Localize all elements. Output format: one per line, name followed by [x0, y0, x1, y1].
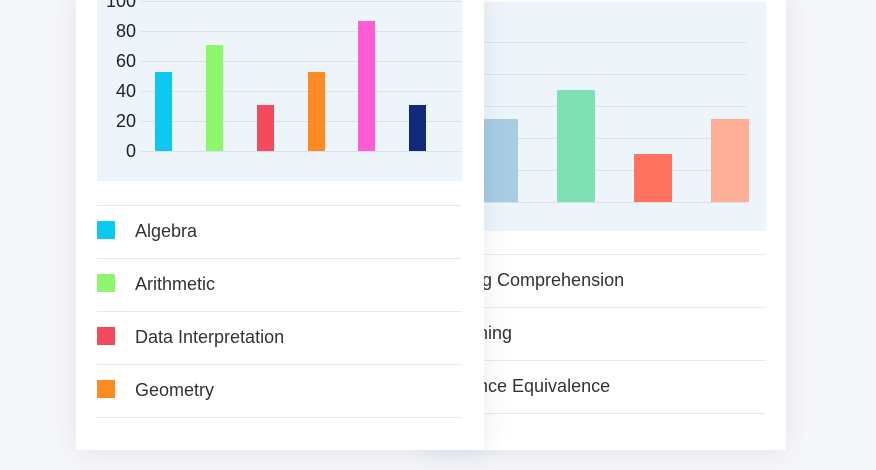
y-tick-label: 80	[115, 21, 136, 41]
bar-series-5[interactable]	[358, 20, 375, 151]
gridline	[446, 42, 746, 43]
gridline	[446, 106, 746, 107]
gridline	[141, 151, 462, 152]
gridline	[446, 138, 746, 139]
bar-series-6[interactable]	[409, 104, 426, 151]
math-chart-card: 100 80 60 40 20 0 Algebra Arithmetic Data Int…	[76, 0, 484, 450]
legend-label: Arithmetic	[135, 274, 216, 294]
bar-1[interactable]	[480, 118, 518, 202]
bar-4[interactable]	[711, 118, 749, 202]
legend-item-reasoning: oning	[460, 307, 766, 360]
legend-label: ing Comprehension	[468, 270, 625, 290]
gridline	[141, 31, 462, 32]
y-tick-label: 60	[115, 51, 136, 71]
legend-swatch	[97, 327, 115, 345]
legend-swatch	[97, 380, 115, 398]
gridline	[446, 170, 746, 171]
gridline	[141, 121, 462, 122]
legend-divider	[97, 417, 462, 470]
bar-3[interactable]	[634, 154, 672, 202]
math-bar-chart: 100 80 60 40 20 0	[97, 0, 462, 181]
legend-item-algebra[interactable]: Algebra	[97, 205, 462, 258]
legend-label: Algebra	[135, 221, 198, 241]
legend-divider	[460, 413, 766, 466]
y-tick-label: 20	[115, 111, 136, 131]
legend-label: ence Equivalence	[468, 376, 611, 396]
bar-arithmetic[interactable]	[206, 44, 223, 151]
gridline	[446, 202, 746, 203]
legend-swatch	[97, 221, 115, 239]
legend-item-reading-comprehension: ing Comprehension	[460, 254, 766, 307]
bar-algebra[interactable]	[155, 71, 172, 151]
y-tick-label: 0	[125, 141, 136, 161]
bar-2[interactable]	[557, 90, 595, 202]
legend-swatch	[97, 274, 115, 292]
gridline	[141, 61, 462, 62]
gridline	[446, 74, 746, 75]
y-tick-label: 40	[115, 81, 136, 101]
legend-item-arithmetic[interactable]: Arithmetic	[97, 258, 462, 311]
reading-bar-chart	[446, 2, 766, 231]
legend-item-geometry[interactable]: Geometry	[97, 364, 462, 417]
legend-item-sentence-equivalence: ence Equivalence	[460, 360, 766, 413]
gridline	[141, 1, 462, 2]
y-tick-label: 100	[105, 0, 136, 11]
bar-geometry[interactable]	[308, 71, 325, 151]
legend-item-data-interpretation[interactable]: Data Interpretation	[97, 311, 462, 364]
legend-label: Geometry	[135, 380, 215, 400]
bar-data-interpretation[interactable]	[257, 104, 274, 151]
gridline	[141, 91, 462, 92]
legend-label: Data Interpretation	[135, 327, 285, 347]
